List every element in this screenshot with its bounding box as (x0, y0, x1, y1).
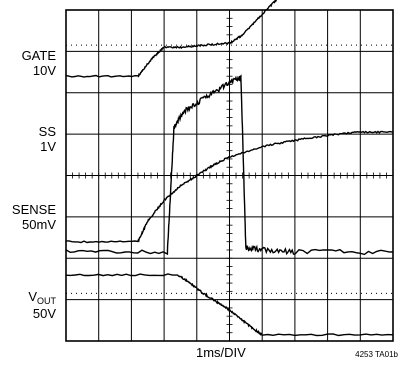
ss-scale: 1V (0, 139, 56, 154)
vout-name-sub: OUT (37, 296, 56, 306)
vout-name: VOUT (0, 289, 56, 306)
figure-id: 4253 TA01b (355, 350, 398, 359)
sense-scale: 50mV (0, 217, 56, 232)
ss-channel-label: SS 1V (0, 124, 56, 154)
vout-name-main: V (28, 289, 37, 304)
vout-scale: 50V (0, 306, 56, 321)
sense-channel-label: SENSE 50mV (0, 202, 56, 232)
ss-name: SS (0, 124, 56, 139)
vout-channel-label: VOUT 50V (0, 289, 56, 321)
x-axis-label: 1ms/DIV (196, 345, 246, 360)
gate-name: GATE (0, 48, 56, 63)
gate-channel-label: GATE 10V (0, 48, 56, 78)
sense-name: SENSE (0, 202, 56, 217)
gate-scale: 10V (0, 63, 56, 78)
